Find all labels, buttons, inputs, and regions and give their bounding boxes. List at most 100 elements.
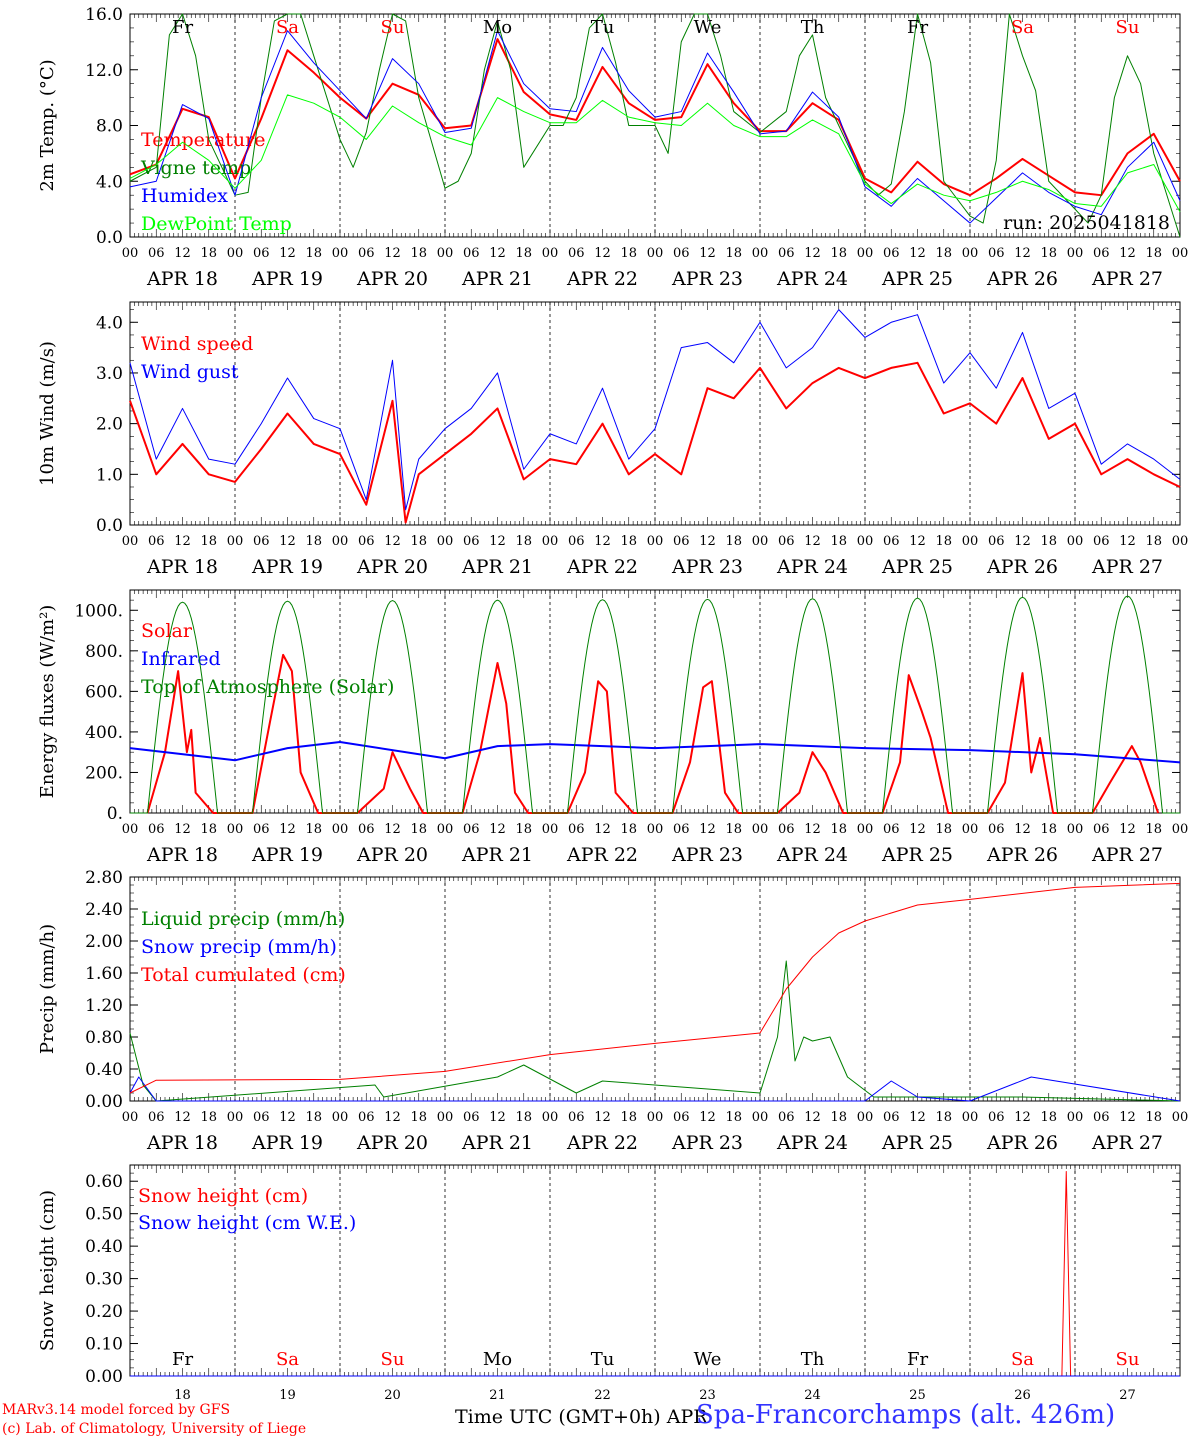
wind-date-label: APR 27 bbox=[1091, 556, 1163, 578]
wind-y-tick-label: 4.0 bbox=[96, 313, 123, 333]
energy-hour-label: 00 bbox=[122, 822, 139, 837]
wind-date-label: APR 18 bbox=[146, 556, 218, 578]
energy-hour-label: 06 bbox=[148, 822, 165, 837]
energy-date-label: APR 18 bbox=[146, 844, 218, 866]
snow-y-tick-label: 0.10 bbox=[85, 1335, 123, 1355]
precip-x-ticks bbox=[129, 877, 1181, 1101]
snow-y-tick-label: 0.20 bbox=[85, 1302, 123, 1322]
energy-hour-label: 18 bbox=[830, 822, 847, 837]
wind-hour-label: 06 bbox=[358, 534, 375, 549]
weekday-label: Mo bbox=[483, 17, 512, 38]
energy-hour-label: 12 bbox=[174, 822, 191, 837]
precip-hour-label: 00 bbox=[962, 1110, 979, 1125]
wind-hour-label: 06 bbox=[883, 534, 900, 549]
precip-hour-label: 06 bbox=[673, 1110, 690, 1125]
precip-series-line bbox=[129, 882, 1181, 1094]
temperature-legend-entry: Vigne temp bbox=[140, 157, 251, 179]
temperature-hour-label: 06 bbox=[358, 246, 375, 261]
energy-hour-label: 06 bbox=[253, 822, 270, 837]
snow-y-tick-label: 0.00 bbox=[85, 1367, 123, 1387]
energy-hour-label: 12 bbox=[489, 822, 506, 837]
precip-hour-label: 00 bbox=[542, 1110, 559, 1125]
weekday-label: Mo bbox=[483, 1349, 512, 1370]
weekday-label: Sa bbox=[276, 17, 299, 38]
day-number-label: 20 bbox=[384, 1388, 401, 1403]
temperature-hour-label: 18 bbox=[830, 246, 847, 261]
temperature-series-line bbox=[129, 13, 1181, 238]
weekday-label: Th bbox=[801, 1349, 825, 1370]
wind-date-label: APR 20 bbox=[356, 556, 428, 578]
energy-frame bbox=[129, 589, 1181, 814]
energy-y-tick-label: 200. bbox=[85, 763, 123, 783]
precip-hour-label: 06 bbox=[253, 1110, 270, 1125]
precip-date-label: APR 24 bbox=[776, 1132, 848, 1154]
energy-hour-label: 00 bbox=[1172, 822, 1189, 837]
temperature-hour-label: 00 bbox=[962, 246, 979, 261]
temperature-hour-label: 06 bbox=[1093, 246, 1110, 261]
energy-y-tick-label: 400. bbox=[85, 723, 123, 743]
temperature-hour-label: 18 bbox=[515, 246, 532, 261]
energy-hour-label: 06 bbox=[883, 822, 900, 837]
precip-hour-label: 12 bbox=[804, 1110, 821, 1125]
energy-date-label: APR 26 bbox=[986, 844, 1058, 866]
energy-hour-label: 00 bbox=[857, 822, 874, 837]
wind-y-axis-title: 10m Wind (m/s) bbox=[37, 341, 58, 486]
temperature-date-label: APR 18 bbox=[146, 268, 218, 290]
wind-date-label: APR 19 bbox=[251, 556, 323, 578]
wind-hour-label: 00 bbox=[962, 534, 979, 549]
precip-hour-label: 06 bbox=[358, 1110, 375, 1125]
day-number-label: 27 bbox=[1119, 1388, 1136, 1403]
wind-hour-label: 12 bbox=[384, 534, 401, 549]
energy-y-tick-label: 600. bbox=[85, 682, 123, 702]
temperature-y-tick-label: 12.0 bbox=[85, 61, 123, 81]
temperature-date-label: APR 21 bbox=[461, 268, 533, 290]
x-axis-title: Time UTC (GMT+0h) APR bbox=[455, 1406, 708, 1428]
precip-y-tick-label: 2.00 bbox=[85, 932, 123, 952]
energy-hour-label: 12 bbox=[1014, 822, 1031, 837]
precip-hour-label: 18 bbox=[200, 1110, 217, 1125]
wind-hour-label: 00 bbox=[1172, 534, 1189, 549]
precip-date-label: APR 20 bbox=[356, 1132, 428, 1154]
wind-y-tick-label: 3.0 bbox=[96, 364, 123, 384]
temperature-legend-entry: DewPoint Temp bbox=[141, 213, 292, 235]
energy-hour-label: 18 bbox=[305, 822, 322, 837]
wind-x-ticks bbox=[129, 302, 1181, 525]
temperature-hour-label: 06 bbox=[463, 246, 480, 261]
weekday-label: Tu bbox=[591, 17, 615, 38]
energy-hour-label: 12 bbox=[594, 822, 611, 837]
energy-series-line bbox=[129, 741, 1181, 764]
temperature-hour-label: 18 bbox=[725, 246, 742, 261]
precip-hour-label: 00 bbox=[227, 1110, 244, 1125]
wind-hour-label: 06 bbox=[1093, 534, 1110, 549]
precip-hour-label: 18 bbox=[305, 1110, 322, 1125]
weekday-label: Sa bbox=[1011, 17, 1034, 38]
precip-y-tick-label: 0.00 bbox=[85, 1092, 123, 1112]
wind-hour-label: 12 bbox=[909, 534, 926, 549]
temperature-hour-label: 12 bbox=[594, 246, 611, 261]
temperature-hour-label: 06 bbox=[673, 246, 690, 261]
weekday-label: Th bbox=[801, 17, 825, 38]
energy-legend-entry: Top of Atmosphere (Solar) bbox=[141, 676, 394, 698]
precip-hour-label: 12 bbox=[1119, 1110, 1136, 1125]
wind-hour-label: 18 bbox=[830, 534, 847, 549]
temperature-hour-label: 18 bbox=[1145, 246, 1162, 261]
wind-hour-label: 12 bbox=[804, 534, 821, 549]
temperature-hour-label: 12 bbox=[1014, 246, 1031, 261]
precip-hour-label: 00 bbox=[752, 1110, 769, 1125]
energy-hour-label: 00 bbox=[227, 822, 244, 837]
weekday-label: We bbox=[694, 1349, 722, 1370]
temperature-hour-label: 06 bbox=[148, 246, 165, 261]
temperature-series-line bbox=[129, 38, 1181, 197]
precip-y-axis-title: Precip (mm/h) bbox=[37, 924, 58, 1054]
temperature-date-label: APR 19 bbox=[251, 268, 323, 290]
energy-y-tick-label: 0. bbox=[107, 804, 123, 824]
weekday-label: Fr bbox=[907, 1349, 928, 1370]
temperature-hour-label: 18 bbox=[200, 246, 217, 261]
temperature-hour-label: 00 bbox=[332, 246, 349, 261]
wind-hour-label: 12 bbox=[489, 534, 506, 549]
wind-hour-label: 00 bbox=[122, 534, 139, 549]
precip-hour-label: 18 bbox=[935, 1110, 952, 1125]
wind-y-tick-label: 1.0 bbox=[96, 465, 123, 485]
energy-hour-label: 06 bbox=[358, 822, 375, 837]
